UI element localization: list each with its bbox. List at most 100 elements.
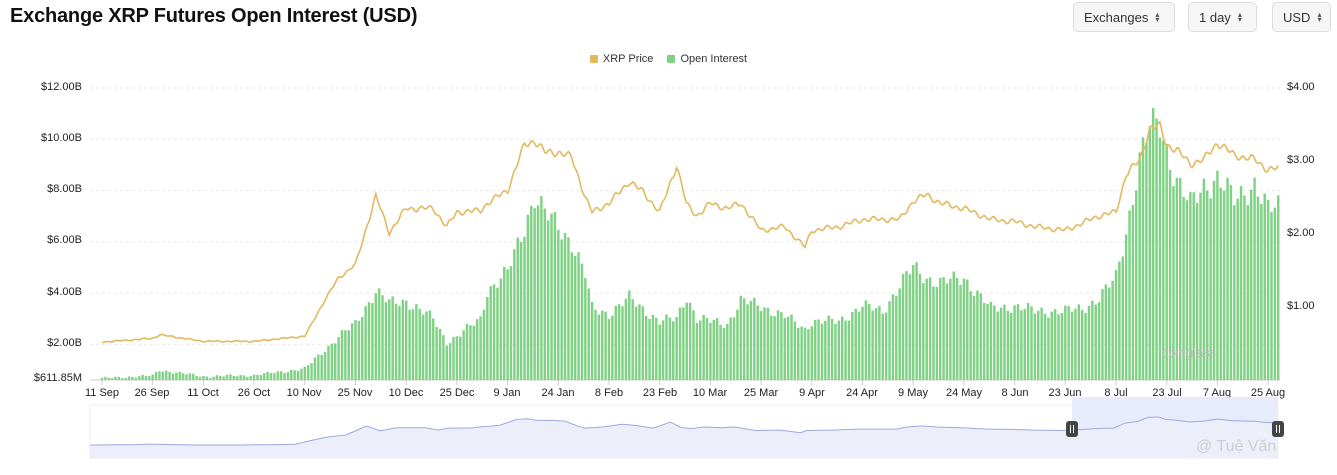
oi-bar — [986, 303, 989, 380]
oi-bar — [377, 288, 381, 380]
navigator-handle[interactable] — [1066, 421, 1078, 437]
oi-bar — [699, 320, 702, 380]
oi-bar — [330, 343, 334, 380]
oi-bar — [273, 373, 276, 380]
oi-bar — [442, 335, 445, 380]
oi-bar — [536, 205, 540, 380]
oi-bar — [996, 311, 999, 380]
oi-bar — [641, 306, 645, 380]
oi-bar — [861, 306, 864, 380]
oi-bar — [425, 311, 428, 380]
oi-bar — [644, 316, 648, 380]
navigator-handle[interactable] — [1272, 421, 1284, 437]
oi-bar — [533, 208, 536, 380]
oi-bar — [1185, 200, 1189, 380]
oi-bar — [1097, 302, 1101, 380]
oi-bar — [371, 303, 374, 380]
oi-bar — [1091, 300, 1094, 380]
oi-bar — [219, 375, 222, 380]
oi-bar — [567, 237, 570, 380]
oi-bar — [824, 320, 827, 380]
oi-bar — [587, 288, 590, 380]
navigator-line — [89, 416, 1279, 446]
oi-bar — [1128, 210, 1131, 380]
oi-bar — [1239, 186, 1243, 380]
legend-label-price: XRP Price — [602, 53, 654, 65]
oi-bar — [962, 278, 966, 380]
oi-bar — [1074, 308, 1077, 380]
oi-bar — [611, 315, 614, 380]
oi-bar — [1087, 305, 1091, 380]
oi-bar — [932, 286, 935, 380]
oi-bar — [1158, 137, 1162, 380]
oi-bar — [242, 375, 246, 380]
oi-bar — [1121, 256, 1124, 380]
oi-bar — [868, 304, 871, 380]
oi-bar — [448, 343, 452, 380]
oi-bar — [999, 307, 1003, 380]
oi-bar — [364, 306, 367, 380]
oi-bar — [908, 274, 912, 380]
oi-bar — [891, 294, 895, 380]
oi-bar — [205, 376, 208, 380]
oi-bar — [1179, 178, 1182, 380]
oi-bar — [303, 366, 307, 380]
oi-bar — [729, 317, 732, 380]
currency-select[interactable]: USD ▴ ▾ — [1272, 2, 1331, 32]
x-tick: 8 Feb — [594, 387, 624, 399]
oi-bar — [168, 371, 171, 380]
oi-bar — [1189, 192, 1192, 380]
oi-bar — [374, 293, 377, 380]
interval-select[interactable]: 1 day ▴ ▾ — [1188, 2, 1257, 32]
oi-bar — [246, 376, 249, 380]
oi-bar — [810, 326, 814, 380]
oi-bar — [692, 310, 695, 380]
oi-bar — [100, 377, 104, 380]
oi-bar — [256, 374, 259, 380]
oi-bar — [753, 297, 756, 380]
legend-label-oi: Open Interest — [680, 53, 748, 65]
oi-bar — [776, 310, 780, 380]
exchanges-select[interactable]: Exchanges ▴ ▾ — [1073, 2, 1175, 32]
oi-bar — [347, 330, 350, 380]
x-tick: 25 Dec — [439, 387, 475, 399]
oi-bar — [1236, 198, 1239, 380]
oi-bar — [881, 313, 884, 380]
oi-bar — [553, 212, 557, 380]
y-right-tick: $2.00 — [1287, 227, 1315, 239]
x-tick: 24 Apr — [846, 387, 878, 399]
oi-bar — [807, 329, 810, 380]
oi-bar — [1060, 312, 1064, 380]
oi-bar — [715, 318, 719, 380]
oi-bar — [523, 236, 526, 380]
oi-bar — [381, 295, 384, 380]
legend-item-price[interactable]: XRP Price — [589, 53, 654, 65]
oi-bar — [678, 307, 682, 380]
oi-bar — [915, 262, 918, 380]
oi-bar — [722, 328, 726, 380]
oi-bar — [337, 336, 340, 380]
legend-item-oi[interactable]: Open Interest — [667, 53, 747, 65]
x-tick: 10 Mar — [692, 387, 728, 399]
oi-bar — [584, 278, 587, 380]
oi-bar — [1209, 198, 1212, 380]
oi-bar — [1037, 310, 1040, 380]
oi-bar — [486, 297, 489, 380]
oi-bar — [181, 373, 185, 380]
oi-bar — [1263, 193, 1266, 380]
oi-bar — [935, 286, 939, 380]
oi-bar — [1151, 107, 1155, 380]
oi-bar — [188, 373, 192, 380]
oi-bar — [557, 229, 560, 380]
author-watermark: @ Tuệ Văn — [1196, 438, 1277, 455]
oi-bar — [171, 373, 175, 380]
oi-bar — [530, 205, 533, 380]
oi-bar — [925, 278, 928, 380]
oi-bar — [1003, 304, 1006, 380]
oi-bar — [820, 323, 824, 380]
oi-bar — [239, 374, 242, 380]
oi-bar — [1202, 178, 1206, 380]
oi-bar — [952, 271, 955, 380]
oi-bar — [874, 307, 878, 380]
oi-bar — [391, 296, 394, 380]
